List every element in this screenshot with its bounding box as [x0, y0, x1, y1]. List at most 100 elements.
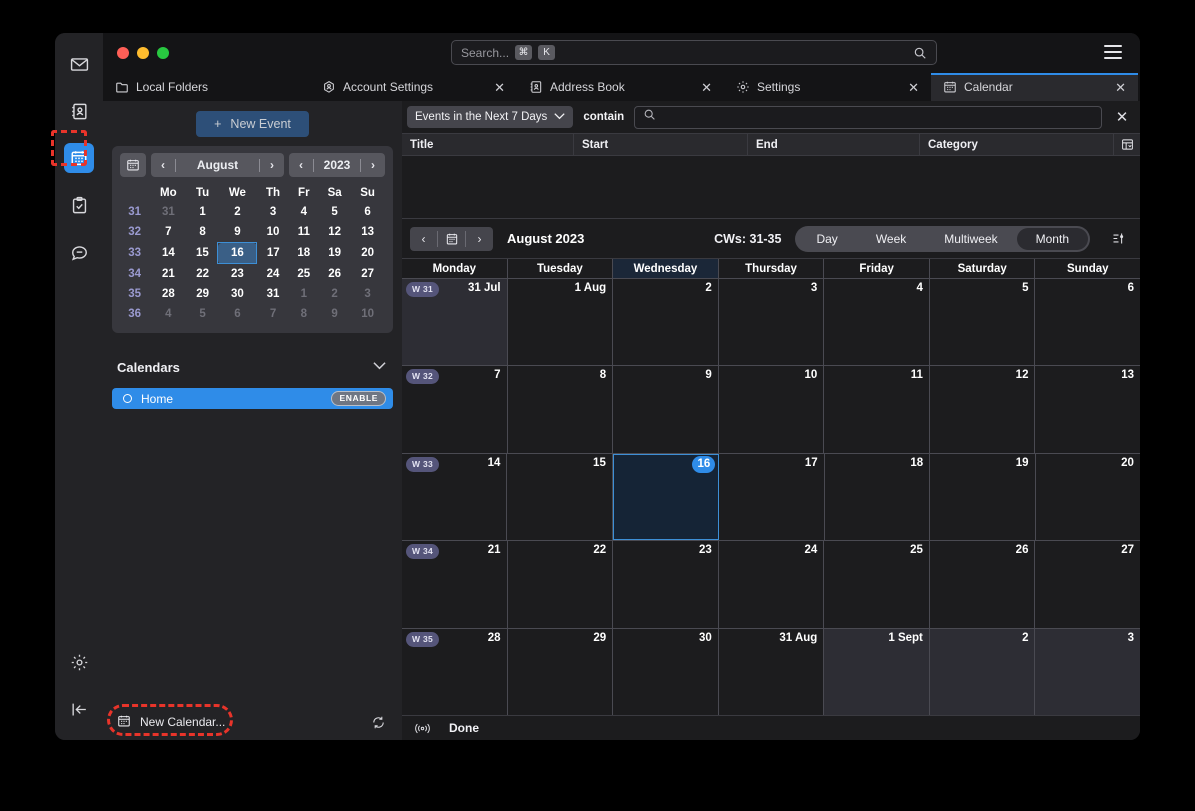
mini-calendar-week-number[interactable]: 36 [128, 308, 142, 320]
mini-calendar-day[interactable]: 29 [196, 288, 210, 300]
day-cell[interactable]: 2 [929, 628, 1036, 716]
mini-calendar-today-button[interactable] [120, 153, 146, 177]
column-header-start[interactable]: Start [574, 134, 748, 155]
mini-calendar-day[interactable]: 8 [300, 308, 307, 320]
mini-calendar-day[interactable]: 6 [234, 308, 241, 320]
day-cell[interactable]: 6 [1035, 279, 1140, 365]
day-cell[interactable]: 4 [824, 279, 930, 366]
view-options-icon[interactable] [1104, 231, 1132, 246]
day-cell[interactable]: 13 [1035, 366, 1140, 452]
day-cell[interactable]: W 32 7 [402, 366, 508, 453]
tab-account-settings[interactable]: Account Settings ✕ [310, 73, 517, 101]
mini-calendar-day[interactable]: 22 [196, 267, 210, 280]
mini-calendar-day[interactable]: 30 [230, 288, 244, 300]
view-week-button[interactable]: Week [875, 231, 907, 246]
close-icon[interactable]: ✕ [1115, 79, 1126, 95]
view-day-button[interactable]: Day [816, 231, 838, 246]
mini-calendar-day[interactable]: 7 [165, 226, 172, 239]
mini-calendar-week-number[interactable]: 35 [128, 288, 142, 300]
day-cell[interactable]: 12 [930, 366, 1036, 453]
mini-calendar-day[interactable]: 2 [331, 288, 338, 300]
mini-calendar-day[interactable]: 28 [161, 288, 175, 300]
week-number-badge[interactable]: W 34 [406, 544, 440, 560]
day-cell[interactable]: 9 [613, 366, 719, 453]
column-header-category[interactable]: Category [920, 134, 1114, 155]
status-badge[interactable]: ENABLE [331, 391, 386, 406]
close-window-button[interactable] [117, 47, 129, 59]
day-cell[interactable]: 23 [613, 541, 719, 628]
tab-local-folders[interactable]: Local Folders [103, 73, 310, 101]
event-scope-select[interactable]: Events in the Next 7 Days [407, 106, 574, 128]
mini-calendar-day[interactable]: 31 [161, 206, 175, 218]
mini-calendar-prev-month[interactable]: ‹ [161, 158, 165, 172]
mini-calendar-day[interactable]: 31 [266, 288, 280, 300]
day-cell[interactable]: 20 [1036, 454, 1140, 540]
day-cell[interactable]: 25 [824, 541, 930, 628]
mini-calendar-day[interactable]: 15 [195, 247, 209, 259]
day-cell[interactable]: 2 [613, 279, 719, 366]
rail-item-mail[interactable] [64, 49, 94, 79]
mini-calendar-day[interactable]: 26 [328, 267, 341, 280]
mini-calendar-day[interactable]: 13 [361, 226, 375, 239]
day-cell[interactable]: 1 Sept [824, 628, 930, 716]
day-cell[interactable]: 29 [508, 628, 614, 716]
day-cell[interactable]: 15 [507, 453, 613, 541]
mini-calendar-day[interactable]: 1 [199, 206, 206, 218]
tab-address-book[interactable]: Address Book ✕ [517, 73, 724, 101]
tab-settings[interactable]: Settings ✕ [724, 73, 931, 101]
day-cell[interactable]: 3 [719, 279, 825, 366]
mini-calendar-day[interactable]: 4 [300, 206, 307, 218]
week-number-badge[interactable]: W 35 [406, 631, 440, 647]
day-cell[interactable]: W 34 21 [402, 541, 508, 628]
day-cell[interactable]: 31 Aug [719, 628, 825, 716]
mini-calendar-day[interactable]: 3 [364, 288, 371, 300]
rail-item-calendar[interactable] [64, 143, 94, 173]
rail-item-tasks[interactable] [64, 190, 94, 220]
mini-calendar-day[interactable]: 11 [297, 226, 310, 239]
day-cell[interactable]: 24 [719, 541, 825, 628]
mini-calendar-day[interactable]: 14 [161, 247, 175, 259]
day-cell[interactable]: W 31 31 Jul [402, 279, 508, 366]
rail-item-address-book[interactable] [64, 96, 94, 126]
column-options-icon[interactable] [1114, 134, 1140, 155]
rail-item-collapse[interactable] [64, 694, 94, 724]
mini-calendar-day[interactable]: 3 [269, 206, 277, 218]
mini-calendar-day[interactable]: 8 [199, 226, 206, 239]
mini-calendar-day[interactable]: 27 [361, 267, 375, 280]
mini-calendar-day[interactable]: 25 [297, 267, 311, 280]
mini-calendar-day[interactable]: 12 [328, 226, 341, 239]
mini-calendar-day[interactable]: 5 [331, 206, 338, 218]
new-calendar-button[interactable]: New Calendar... [117, 714, 225, 731]
mini-calendar-day[interactable]: 19 [328, 247, 341, 259]
mini-calendar-day[interactable]: 10 [361, 308, 375, 320]
day-cell[interactable]: 1 Aug [508, 279, 614, 366]
mini-calendar-day[interactable]: 18 [297, 247, 311, 259]
close-icon[interactable]: ✕ [494, 79, 505, 95]
column-header-title[interactable]: Title [402, 134, 574, 155]
tab-calendar[interactable]: Calendar ✕ [931, 73, 1138, 101]
day-cell[interactable]: 19 [930, 453, 1036, 541]
calendar-next-button[interactable]: › [477, 231, 482, 246]
close-icon[interactable]: ✕ [908, 79, 919, 95]
mini-calendar-day[interactable]: 9 [234, 226, 241, 238]
close-icon[interactable]: ✕ [701, 79, 712, 95]
global-search-input[interactable]: Search... ⌘ K [451, 40, 937, 65]
day-cell[interactable]: 27 [1035, 541, 1140, 627]
week-number-badge[interactable]: W 31 [406, 282, 440, 297]
mini-calendar-day[interactable]: 5 [199, 308, 206, 320]
mini-calendar-day[interactable]: 24 [266, 267, 280, 280]
new-event-button[interactable]: + New Event [196, 111, 309, 137]
day-cell[interactable]: 5 [930, 279, 1036, 366]
week-number-badge[interactable]: W 32 [406, 369, 440, 385]
mini-calendar-week-number[interactable]: 34 [128, 267, 142, 280]
rail-item-chat[interactable] [64, 237, 94, 267]
day-cell[interactable]: 26 [930, 541, 1036, 628]
hamburger-menu-icon[interactable] [1104, 45, 1122, 59]
mini-calendar-day-today[interactable]: 16 [217, 242, 258, 264]
mini-calendar-day[interactable]: 21 [161, 267, 175, 280]
mini-calendar-prev-year[interactable]: ‹ [299, 158, 303, 172]
maximize-window-button[interactable] [157, 47, 169, 59]
day-cell[interactable]: W 33 14 [402, 453, 508, 541]
calendar-list-item-home[interactable]: Home ENABLE [112, 388, 393, 409]
mini-calendar-day[interactable]: 23 [230, 268, 244, 280]
